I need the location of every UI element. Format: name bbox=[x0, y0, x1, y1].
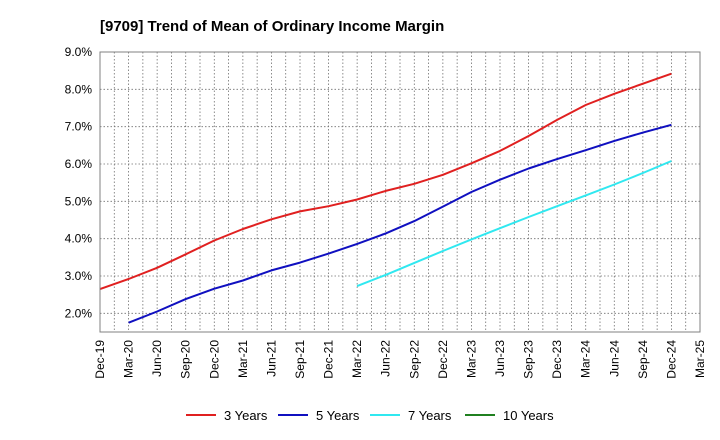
legend: 3 Years 5 Years 7 Years 10 Years bbox=[186, 408, 554, 423]
x-tick-label: Jun-22 bbox=[379, 340, 393, 377]
legend-item: 3 Years bbox=[186, 408, 268, 423]
y-tick-label: 2.0% bbox=[65, 306, 93, 320]
legend-item: 5 Years bbox=[278, 408, 360, 423]
x-tick-label: Sep-24 bbox=[636, 340, 650, 379]
series-line-5-years bbox=[128, 123, 672, 324]
legend-label: 7 Years bbox=[408, 408, 452, 423]
x-tick-label: Jun-21 bbox=[264, 340, 278, 377]
x-tick-label: Dec-24 bbox=[664, 340, 678, 379]
x-tick-label: Dec-23 bbox=[550, 340, 564, 379]
y-tick-label: 6.0% bbox=[65, 157, 93, 171]
x-tick-label: Dec-20 bbox=[207, 340, 221, 379]
x-tick-label: Mar-21 bbox=[236, 340, 250, 378]
x-tick-label: Sep-21 bbox=[293, 340, 307, 379]
x-tick-label: Mar-23 bbox=[464, 340, 478, 378]
y-tick-label: 8.0% bbox=[65, 82, 93, 96]
legend-label: 3 Years bbox=[224, 408, 268, 423]
x-tick-label: Mar-20 bbox=[122, 340, 136, 378]
x-tick-label: Mar-24 bbox=[579, 340, 593, 378]
x-tick-label: Dec-19 bbox=[93, 340, 107, 379]
x-tick-label: Sep-20 bbox=[179, 340, 193, 379]
x-tick-label: Jun-23 bbox=[493, 340, 507, 377]
y-tick-label: 4.0% bbox=[65, 232, 93, 246]
legend-label: 5 Years bbox=[316, 408, 360, 423]
x-tick-label: Sep-22 bbox=[407, 340, 421, 379]
legend-item: 10 Years bbox=[465, 408, 554, 423]
series-lines bbox=[99, 72, 672, 324]
chart-title: [9709] Trend of Mean of Ordinary Income … bbox=[100, 18, 444, 35]
x-tick-label: Jun-24 bbox=[607, 340, 621, 377]
gridlines bbox=[99, 51, 701, 332]
plot-frame bbox=[99, 51, 701, 333]
x-tick-label: Dec-22 bbox=[436, 340, 450, 379]
series-line-7-years bbox=[356, 160, 672, 288]
legend-label: 10 Years bbox=[503, 408, 554, 423]
y-axis-ticks: 2.0% 3.0% 4.0% 5.0% 6.0% 7.0% 8.0% 9.0% bbox=[65, 45, 93, 320]
y-tick-label: 5.0% bbox=[65, 194, 93, 208]
x-axis-ticks: Dec-19 Mar-20 Jun-20 Sep-20 Dec-20 Mar-21 Jun-… bbox=[93, 340, 707, 379]
y-tick-label: 7.0% bbox=[65, 120, 93, 134]
x-tick-label: Jun-20 bbox=[150, 340, 164, 377]
y-tick-label: 3.0% bbox=[65, 269, 93, 283]
x-tick-label: Sep-23 bbox=[522, 340, 536, 379]
x-tick-label: Mar-22 bbox=[350, 340, 364, 378]
legend-item: 7 Years bbox=[370, 408, 452, 423]
x-tick-label: Dec-21 bbox=[322, 340, 336, 379]
y-tick-label: 9.0% bbox=[65, 45, 93, 59]
series-line-3-years bbox=[99, 72, 672, 291]
x-tick-label: Mar-25 bbox=[693, 340, 707, 378]
